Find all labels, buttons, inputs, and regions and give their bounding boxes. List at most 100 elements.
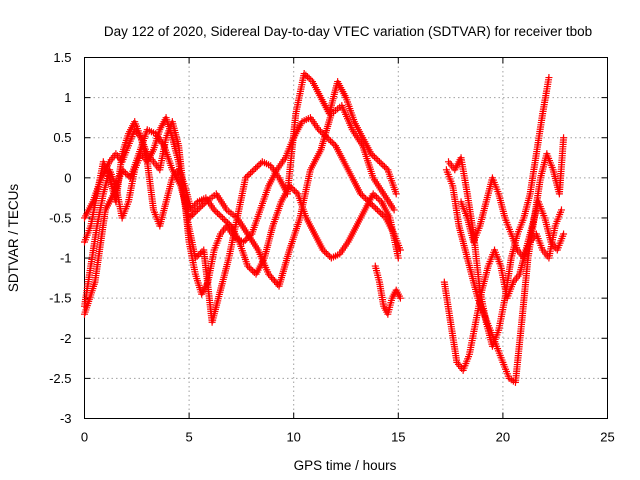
y-tick-label: -1 (60, 251, 72, 266)
data-point-fill (268, 274, 276, 282)
data-point-fill (321, 248, 329, 256)
data-point-fill (220, 216, 228, 224)
data-point-fill (326, 252, 334, 260)
x-tick-label: 20 (496, 430, 510, 445)
data-point-fill (212, 208, 220, 216)
data-point-fill (222, 217, 230, 225)
data-point-fill (214, 209, 222, 217)
data-point (560, 134, 568, 142)
y-tick-label: -0.5 (49, 210, 71, 225)
data-point-fill (324, 251, 332, 259)
x-tick-label: 5 (185, 430, 192, 445)
y-tick-label: 0 (64, 170, 71, 185)
data-point-fill (360, 193, 368, 201)
data-point (242, 174, 250, 182)
x-tick-label: 25 (600, 430, 614, 445)
data-point-fill (376, 196, 384, 204)
data-point (357, 190, 365, 198)
data-point-fill (371, 191, 379, 199)
data-point-fill (266, 272, 274, 280)
data-point-fill (370, 153, 378, 161)
data-point-fill (241, 236, 249, 244)
data-point-fill (215, 211, 223, 219)
data-point (545, 74, 553, 82)
data-point-fill (120, 167, 128, 175)
data-point-fill (253, 163, 261, 171)
chart-title: Day 122 of 2020, Sidereal Day-to-day VTE… (104, 24, 592, 39)
data-point-fill (196, 249, 204, 257)
data-point-fill (248, 167, 256, 175)
data-point-fill (123, 171, 131, 179)
data-point-fill (368, 201, 376, 209)
data-point-fill (379, 161, 387, 169)
data-point (300, 70, 308, 78)
data-point (319, 246, 327, 254)
data-point (396, 246, 404, 254)
data-point (118, 166, 126, 174)
y-tick-label: -2 (60, 331, 72, 346)
data-point-fill (269, 275, 277, 283)
data-point-fill (193, 252, 201, 260)
series-track-9 (457, 174, 565, 262)
data-point-fill (304, 73, 312, 81)
data-point (375, 158, 383, 166)
data-point (396, 294, 404, 302)
data-point-fill (271, 277, 279, 285)
data-point-fill (217, 212, 225, 220)
data-point-fill (327, 137, 335, 145)
data-point-fill (292, 188, 300, 196)
data-point-fill (249, 267, 257, 275)
data-point-fill (225, 220, 233, 228)
data-point-fill (291, 187, 299, 195)
data-point-fill (382, 164, 390, 172)
series-track-7 (442, 134, 568, 386)
data-point-fill (328, 139, 336, 147)
data-point-fill (372, 204, 380, 212)
data-point-fill (272, 279, 280, 287)
data-point-fill (375, 208, 383, 216)
data-point-fill (316, 127, 324, 135)
y-tick-label: -2.5 (49, 371, 71, 386)
data-point (390, 206, 398, 214)
data-point-fill (187, 212, 195, 220)
data-point (373, 206, 381, 214)
data-point-fill (322, 249, 330, 257)
data-point (392, 190, 400, 198)
data-point-fill (252, 164, 260, 172)
y-tick-label: 1.5 (53, 50, 71, 65)
data-point-fill (247, 265, 255, 273)
data-point (250, 166, 258, 174)
y-tick-label: -1.5 (49, 291, 71, 306)
data-point (560, 230, 568, 238)
data-point-fill (255, 161, 263, 169)
data-point-fill (358, 191, 366, 199)
data-point-fill (369, 151, 377, 159)
data-point-fill (362, 195, 370, 203)
data-point (185, 214, 193, 222)
data-point-fill (245, 171, 253, 179)
data-point-fill (372, 155, 380, 163)
data-point-fill (224, 219, 232, 227)
data-point-fill (374, 195, 382, 203)
data-point-fill (195, 204, 203, 212)
data-point-fill (190, 209, 198, 217)
data-point (315, 126, 323, 134)
data-point-fill (377, 209, 385, 217)
y-axis-label: SDTVAR / TECUs (6, 184, 21, 293)
data-point-fill (247, 169, 255, 177)
data-point (193, 206, 201, 214)
data-point-fill (200, 200, 208, 208)
data-point-fill (197, 203, 205, 211)
data-point-fill (302, 71, 310, 79)
data-point-fill (378, 211, 386, 219)
data-point-fill (374, 156, 382, 164)
series-track-5 (371, 262, 404, 318)
data-point-fill (188, 211, 196, 219)
data-point-fill (243, 172, 251, 180)
data-point (394, 254, 402, 262)
data-point-fill (122, 169, 130, 177)
data-point-fill (380, 163, 388, 171)
data-points (81, 70, 568, 386)
x-tick-label: 10 (286, 430, 300, 445)
